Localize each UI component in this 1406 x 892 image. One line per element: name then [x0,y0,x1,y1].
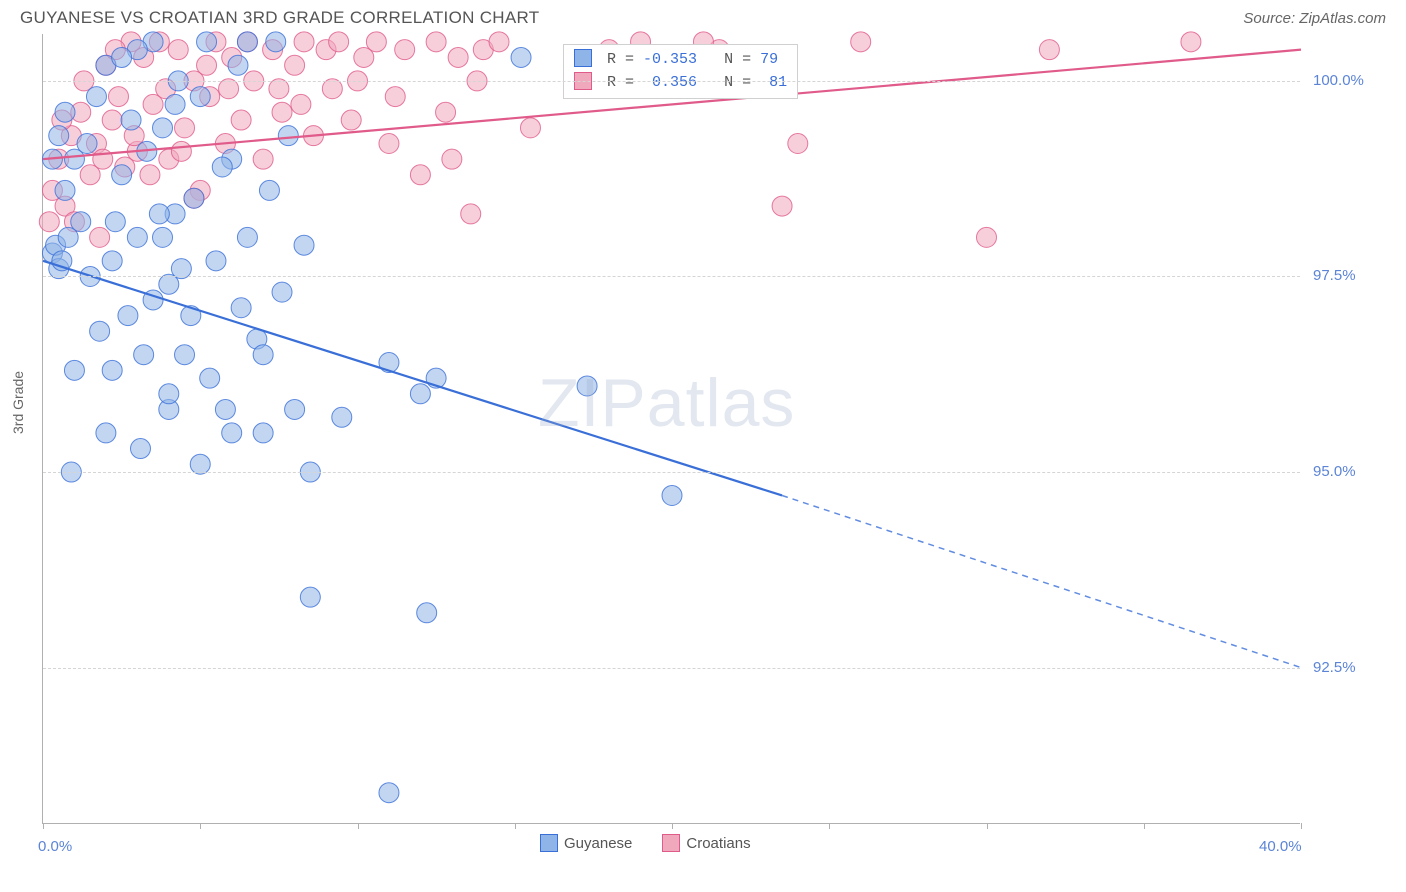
legend-row-0: R = -0.353 N = 79 [574,49,787,72]
legend-label-1: Croatians [686,835,750,852]
y-tick-label: 100.0% [1313,72,1364,89]
legend-n-val-1: 81 [760,74,787,91]
legend-swatch-0 [574,49,592,67]
x-tick-label: 0.0% [38,838,72,855]
legend-box-1 [662,834,680,852]
legend-n-label-0: N = [706,51,760,68]
x-tick-label: 40.0% [1259,838,1302,855]
y-tick-label: 92.5% [1313,659,1356,676]
legend-row-1: R = 0.356 N = 81 [574,72,787,95]
y-axis-label: 3rd Grade [10,371,26,434]
source-value: ZipAtlas.com [1299,10,1386,27]
legend-r-label-0: R = [607,51,643,68]
plot-area: ZIPatlas R = -0.353 N = 79 R = 0.356 N =… [42,34,1300,824]
legend-item-0: Guyanese [540,834,632,852]
chart-title: GUYANESE VS CROATIAN 3RD GRADE CORRELATI… [20,8,539,28]
legend-r-val-1: 0.356 [643,74,697,91]
chart: 3rd Grade ZIPatlas R = -0.353 N = 79 R =… [0,34,1406,854]
header: GUYANESE VS CROATIAN 3RD GRADE CORRELATI… [0,0,1406,34]
legend-n-label-1: N = [706,74,760,91]
source-prefix: Source: [1243,10,1299,27]
series-legend: Guyanese Croatians [540,834,751,852]
legend-r-val-0: -0.353 [643,51,697,68]
y-tick-label: 95.0% [1313,463,1356,480]
y-tick-label: 97.5% [1313,267,1356,284]
source-label: Source: ZipAtlas.com [1243,10,1386,27]
correlation-legend: R = -0.353 N = 79 R = 0.356 N = 81 [563,44,798,99]
scatter-svg [43,34,1300,823]
legend-item-1: Croatians [662,834,750,852]
legend-r-label-1: R = [607,74,643,91]
legend-n-val-0: 79 [760,51,778,68]
legend-box-0 [540,834,558,852]
legend-label-0: Guyanese [564,835,632,852]
